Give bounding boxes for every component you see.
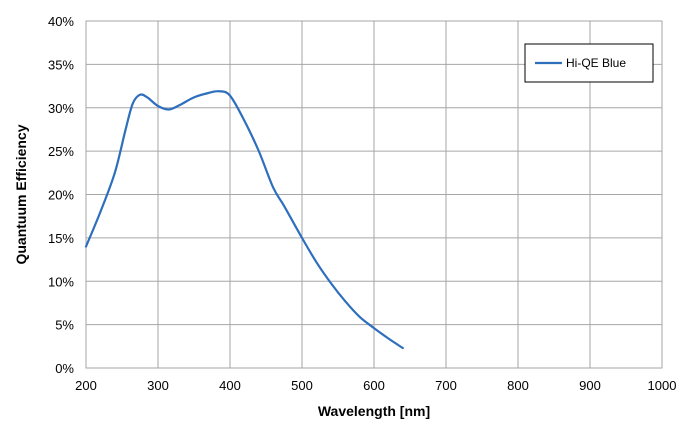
x-tick-label: 600 [363, 378, 385, 393]
series-layer [84, 90, 404, 350]
x-tick-label: 400 [219, 378, 241, 393]
x-tick-label: 800 [507, 378, 529, 393]
plot-border [85, 20, 663, 369]
x-tick-label: 900 [579, 378, 601, 393]
y-tick-label: 5% [55, 318, 74, 333]
legend-label: Hi-QE Blue [566, 56, 626, 70]
tick-labels: 200 300 400 500 600 700 800 900 1000 0% 5% 10% 15% 20… [48, 14, 676, 393]
x-tick-label: 700 [435, 378, 457, 393]
y-tick-label: 0% [55, 361, 74, 376]
y-tick-label: 10% [48, 274, 74, 289]
x-axis-title: Wavelength [nm] [318, 403, 430, 419]
y-tick-label: 25% [48, 144, 74, 159]
y-tick-label: 30% [48, 101, 74, 116]
x-tick-label: 300 [147, 378, 169, 393]
series-line [84, 90, 404, 350]
y-tick-label: 40% [48, 14, 74, 29]
legend: Hi-QE Blue [524, 43, 654, 83]
y-axis-title: Quantuum Efficiency [13, 124, 29, 264]
x-tick-label: 200 [75, 378, 97, 393]
x-tick-label: 1000 [648, 378, 677, 393]
x-tick-label: 500 [291, 378, 313, 393]
y-tick-label: 15% [48, 231, 74, 246]
grid [85, 20, 663, 369]
y-tick-label: 35% [48, 57, 74, 72]
y-tick-label: 20% [48, 188, 74, 203]
